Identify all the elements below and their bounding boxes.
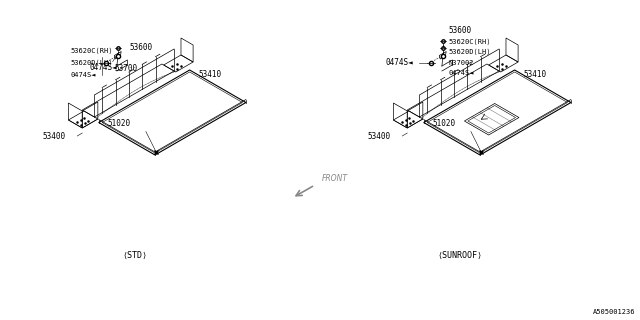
Text: 0474S◄: 0474S◄ (386, 58, 413, 67)
Text: 53620C⟨RH⟩: 53620C⟨RH⟩ (70, 47, 113, 54)
Text: 53620D⟨LH⟩: 53620D⟨LH⟩ (449, 48, 492, 55)
Text: 51020: 51020 (108, 119, 131, 128)
Text: 0474S◄: 0474S◄ (90, 63, 118, 72)
Text: 53410: 53410 (198, 69, 221, 78)
Text: 53620C⟨RH⟩: 53620C⟨RH⟩ (449, 38, 492, 44)
Text: 0474S◄: 0474S◄ (70, 71, 96, 77)
Text: ⟨SUNROOF⟩: ⟨SUNROOF⟩ (438, 251, 483, 260)
Text: 0474S◄: 0474S◄ (449, 69, 474, 76)
Text: FRONT: FRONT (322, 173, 348, 182)
Text: ⟨STD⟩: ⟨STD⟩ (122, 251, 147, 260)
Text: 53600: 53600 (449, 26, 472, 35)
Text: 53400: 53400 (42, 132, 65, 140)
Text: N37002: N37002 (449, 60, 474, 66)
Text: 53400: 53400 (367, 132, 390, 140)
Text: 53410: 53410 (523, 69, 546, 78)
Text: 53700: 53700 (115, 63, 138, 73)
Text: 53600: 53600 (130, 43, 153, 52)
Text: A505001236: A505001236 (593, 309, 635, 315)
Text: 53620D⟨LH⟩: 53620D⟨LH⟩ (70, 60, 113, 66)
Text: 51020: 51020 (433, 119, 456, 128)
